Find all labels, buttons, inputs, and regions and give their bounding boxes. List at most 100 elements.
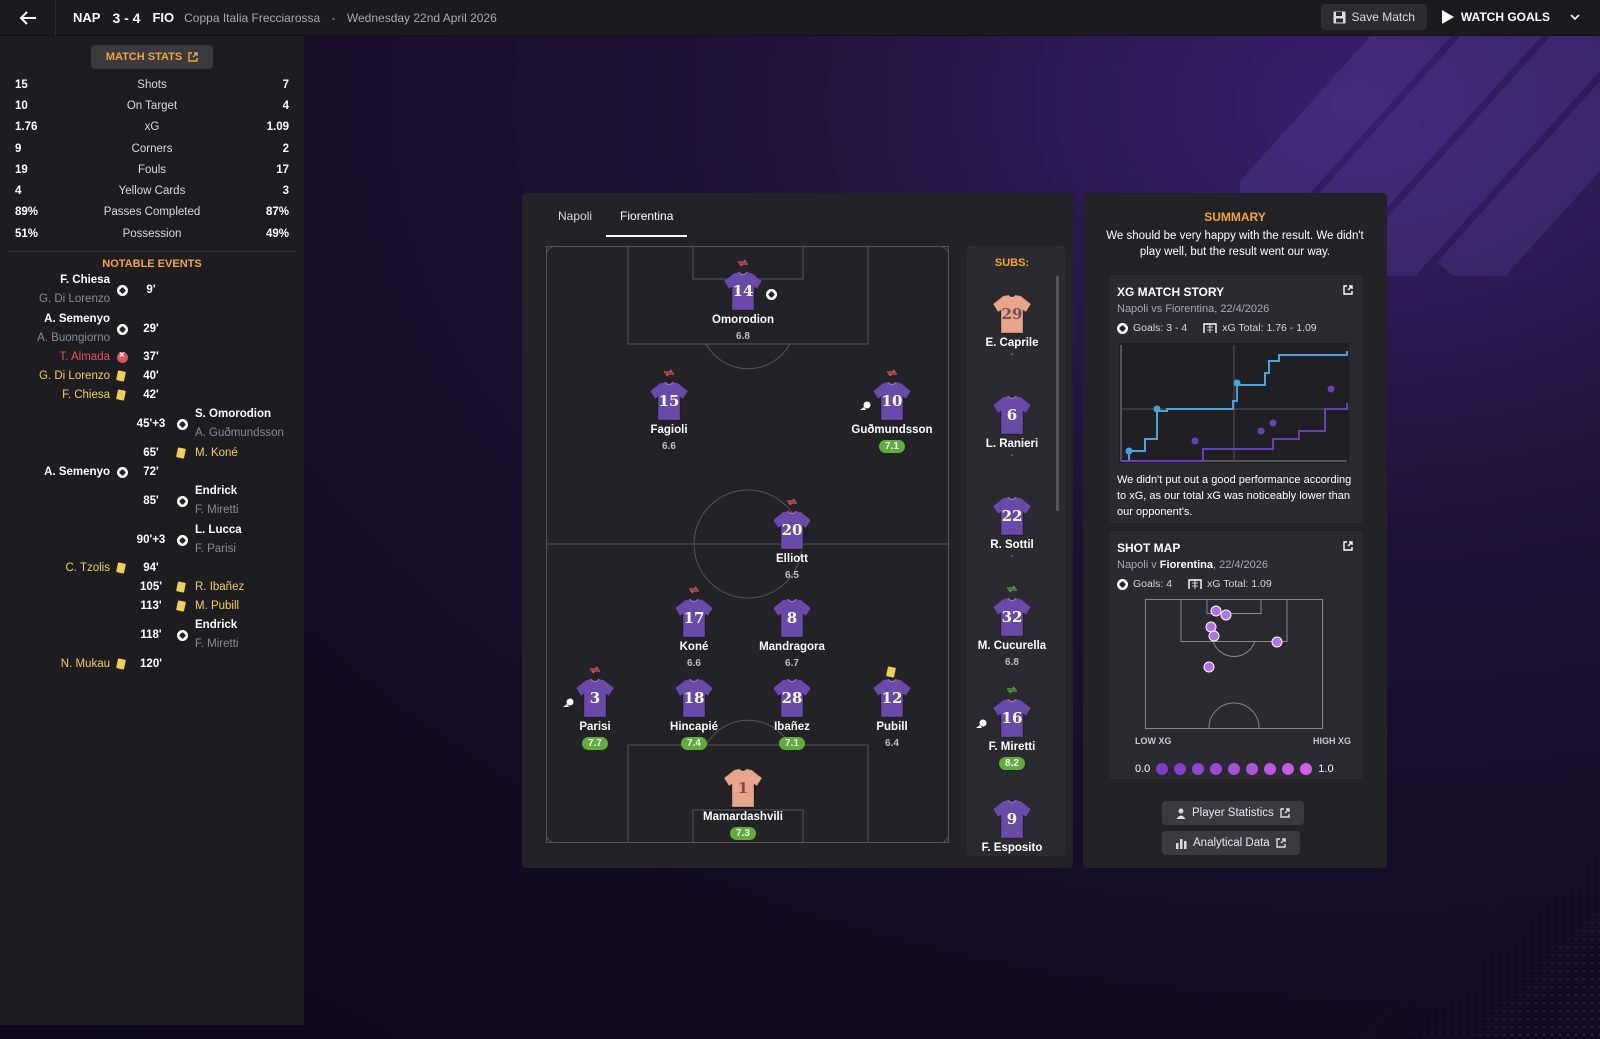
sub-player[interactable]: 6 L. Ranieri - bbox=[967, 394, 1057, 461]
xg-story-total: xG Total: 1.76 - 1.09 bbox=[1222, 322, 1317, 334]
shirt-icon: 15 bbox=[648, 380, 690, 422]
shirt-icon: 16 bbox=[991, 697, 1033, 739]
event-assist: F. Parisi bbox=[195, 543, 236, 555]
pitch-player[interactable]: 15 Fagioli 6.6 bbox=[619, 369, 719, 454]
summary-panel: SUMMARY We should be very happy with the… bbox=[1083, 193, 1387, 868]
shot-map-title: SHOT MAP bbox=[1117, 541, 1181, 555]
shirt-number: 14 bbox=[732, 282, 754, 300]
shirt-number: 16 bbox=[1001, 709, 1023, 727]
competition-info: Coppa Italia Frecciarossa - Wednesday 22… bbox=[184, 11, 497, 25]
sub-player[interactable]: 22 R. Sottil - bbox=[967, 495, 1057, 562]
stats-table: 15 Shots 7 10 On Target 4 1.76 xG 1.09 9 Corners 2 1… bbox=[15, 74, 289, 244]
yellow-card-icon bbox=[176, 600, 186, 612]
analytical-data-button[interactable]: Analytical Data bbox=[1162, 831, 1300, 855]
event-player: C. Tzolis bbox=[65, 562, 110, 574]
shirt-number: 17 bbox=[683, 609, 705, 627]
save-match-button[interactable]: Save Match bbox=[1320, 4, 1427, 30]
away-team-short: FIO bbox=[152, 10, 175, 25]
event-minute: 105' bbox=[140, 581, 162, 593]
event-minute: 65' bbox=[143, 447, 159, 459]
sub-player[interactable]: 32 M. Cucurella 6.8 bbox=[967, 585, 1057, 670]
pitch-player[interactable]: 17 Koné 6.6 bbox=[644, 586, 744, 671]
shirt-icon: 1 bbox=[722, 767, 764, 809]
stat-label: Passes Completed bbox=[103, 206, 201, 219]
stat-away-value: 2 bbox=[282, 142, 289, 155]
low-xg-label: LOW XG bbox=[1135, 736, 1172, 746]
pitch-player[interactable]: 20 Elliott 6.5 bbox=[742, 498, 842, 583]
pitch: 14 Omorodion 6.8 15 Fagioli 6.6 10 Guðmundsso… bbox=[546, 246, 949, 843]
pitch-player[interactable]: 3 Parisi 7.7 bbox=[545, 666, 645, 751]
expand-icon[interactable] bbox=[1343, 541, 1353, 551]
sub-player[interactable]: 29 E. Caprile - bbox=[967, 293, 1057, 360]
xg-story-chart bbox=[1119, 343, 1349, 463]
watch-goals-button[interactable]: WATCH GOALS bbox=[1437, 4, 1584, 30]
pitch-player[interactable]: 14 Omorodion 6.8 bbox=[693, 259, 793, 344]
pitch-player[interactable]: 8 Mandragora 6.7 bbox=[742, 597, 842, 671]
stat-home-value: 19 bbox=[15, 163, 28, 176]
ball-icon bbox=[1117, 578, 1128, 590]
player-statistics-button[interactable]: Player Statistics bbox=[1162, 801, 1304, 825]
expand-icon[interactable] bbox=[1343, 285, 1353, 295]
player-name: Omorodion bbox=[712, 314, 774, 326]
back-button[interactable] bbox=[0, 0, 56, 36]
event-minute: 42' bbox=[143, 389, 159, 401]
back-arrow-icon bbox=[19, 10, 36, 25]
stat-row: 10 On Target 4 bbox=[15, 95, 289, 116]
xg-scale-min: 0.0 bbox=[1135, 763, 1151, 775]
event-minute: 90'+3 bbox=[136, 534, 166, 546]
event-minute: 40' bbox=[143, 370, 159, 382]
shirt-number: 15 bbox=[658, 392, 680, 410]
external-link-icon bbox=[1280, 808, 1290, 818]
event-player: F. Chiesa bbox=[60, 274, 110, 286]
person-icon bbox=[1176, 808, 1186, 819]
event-assist: A. Guðmundsson bbox=[195, 427, 284, 439]
subs-scrollbar[interactable] bbox=[1056, 276, 1059, 511]
sub-arrows-icon bbox=[590, 666, 600, 674]
event-player: Endrick bbox=[195, 619, 238, 631]
sub-player[interactable]: 9 F. Esposito bbox=[967, 798, 1057, 854]
event-player: F. Chiesa bbox=[62, 389, 110, 401]
chevron-down-icon[interactable] bbox=[1570, 14, 1580, 20]
shirt-icon: 14 bbox=[722, 270, 764, 312]
event-assist: F. Miretti bbox=[195, 638, 239, 650]
event-minute: 72' bbox=[143, 466, 159, 478]
event-minute: 113' bbox=[140, 600, 162, 612]
shot-map-card[interactable]: SHOT MAP Napoli v Fiorentina, 22/4/2026 … bbox=[1109, 531, 1363, 779]
shirt-icon: 32 bbox=[991, 596, 1033, 638]
event-player: R. Ibañez bbox=[195, 581, 245, 593]
player-name: Hincapié bbox=[670, 721, 718, 733]
match-stats-button[interactable]: MATCH STATS bbox=[91, 45, 213, 69]
event-minute: 37' bbox=[143, 351, 159, 363]
player-name: F. Miretti bbox=[988, 741, 1036, 753]
sub-player[interactable]: 16 F. Miretti 8.2 bbox=[967, 686, 1057, 771]
event-minute: 9' bbox=[146, 284, 156, 296]
player-rating: 7.1 bbox=[879, 440, 905, 453]
player-name: Pubill bbox=[876, 721, 908, 733]
shirt-number: 28 bbox=[781, 689, 803, 707]
pitch-player[interactable]: 1 Mamardashvili 7.3 bbox=[693, 767, 793, 841]
tab-fiorentina[interactable]: Fiorentina bbox=[606, 203, 688, 237]
pitch-player[interactable]: 12 Pubill 6.4 bbox=[842, 666, 942, 751]
scale-dot bbox=[1174, 763, 1187, 775]
player-name: L. Ranieri bbox=[985, 438, 1039, 450]
player-rating: 7.1 bbox=[779, 737, 805, 750]
pitch-player[interactable]: 28 Ibañez 7.1 bbox=[742, 677, 842, 751]
shot-map-goals: Goals: 4 bbox=[1133, 578, 1173, 590]
stat-label: On Target bbox=[126, 99, 178, 112]
xg-match-story-card[interactable]: XG MATCH STORY Napoli vs Fiorentina, 22/… bbox=[1109, 275, 1363, 523]
pitch-player[interactable]: 18 Hincapié 7.4 bbox=[644, 677, 744, 751]
scale-dot bbox=[1264, 763, 1277, 775]
stat-row: 9 Corners 2 bbox=[15, 138, 289, 159]
match-date: Wednesday 22nd April 2026 bbox=[346, 10, 497, 25]
stat-home-value: 51% bbox=[15, 227, 39, 240]
goal-ball-icon bbox=[117, 285, 128, 296]
stat-away-value: 49% bbox=[265, 227, 289, 240]
event-player: M. Koné bbox=[195, 447, 238, 459]
player-rating: - bbox=[1010, 551, 1014, 562]
scale-dot bbox=[1300, 763, 1313, 775]
yellow-card-icon bbox=[176, 581, 186, 593]
pitch-player[interactable]: 10 Guðmundsson 7.1 bbox=[842, 369, 942, 454]
stat-row: 4 Yellow Cards 3 bbox=[15, 180, 289, 201]
player-rating: 6.6 bbox=[662, 441, 676, 452]
tab-napoli[interactable]: Napoli bbox=[558, 209, 593, 223]
